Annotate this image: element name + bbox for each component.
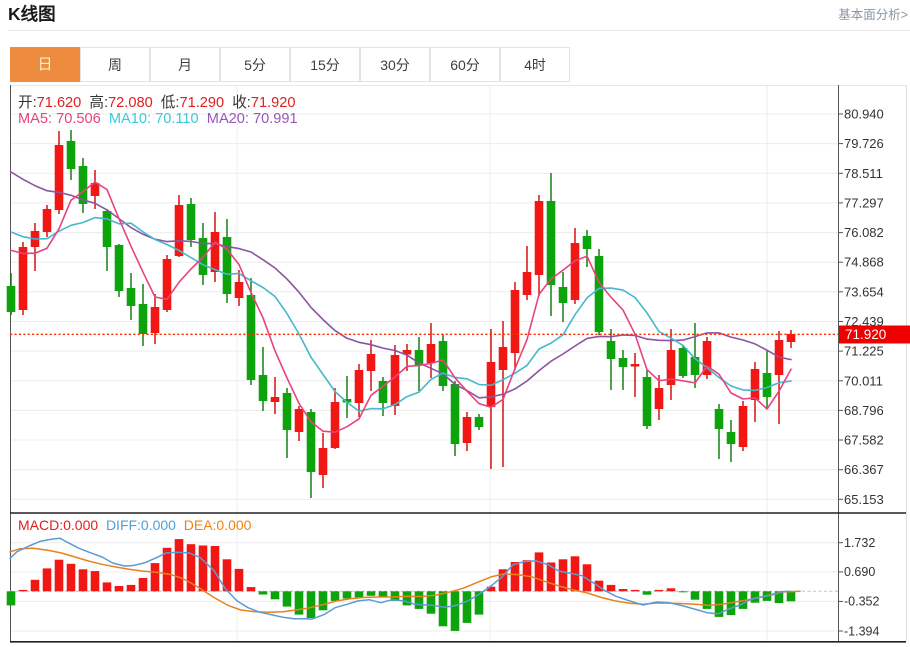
svg-text:68.796: 68.796 — [844, 403, 884, 418]
svg-text:-1.394: -1.394 — [844, 624, 879, 638]
svg-text:66.367: 66.367 — [844, 462, 884, 477]
svg-text:74.868: 74.868 — [844, 255, 884, 270]
svg-text:79.726: 79.726 — [844, 136, 884, 151]
svg-text:65.153: 65.153 — [844, 492, 884, 507]
svg-text:73.654: 73.654 — [844, 284, 884, 299]
svg-text:67.582: 67.582 — [844, 433, 884, 448]
svg-text:71.920: 71.920 — [845, 327, 886, 342]
svg-text:72.439: 72.439 — [844, 314, 884, 329]
svg-text:70.011: 70.011 — [844, 373, 883, 388]
svg-text:0.690: 0.690 — [844, 565, 875, 579]
svg-text:77.297: 77.297 — [844, 195, 884, 210]
svg-text:80.940: 80.940 — [844, 107, 884, 122]
svg-text:-0.352: -0.352 — [844, 595, 879, 609]
svg-text:1.732: 1.732 — [844, 536, 875, 550]
svg-text:76.082: 76.082 — [844, 225, 884, 240]
svg-text:71.225: 71.225 — [844, 344, 884, 359]
svg-text:78.511: 78.511 — [844, 166, 883, 181]
